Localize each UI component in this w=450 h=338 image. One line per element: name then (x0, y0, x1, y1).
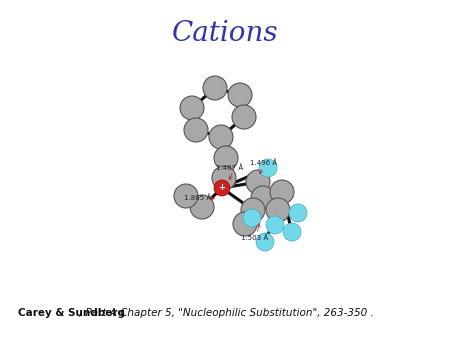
Circle shape (232, 105, 256, 129)
Circle shape (246, 170, 270, 194)
Text: 1.503 Å: 1.503 Å (241, 235, 269, 241)
Text: 1.865 Å: 1.865 Å (184, 195, 212, 201)
Text: 1.496 Å: 1.496 Å (250, 160, 278, 166)
Circle shape (233, 212, 257, 236)
Circle shape (174, 184, 198, 208)
Circle shape (256, 233, 274, 251)
Circle shape (259, 159, 277, 177)
Circle shape (203, 76, 227, 100)
Circle shape (241, 198, 265, 222)
Circle shape (283, 223, 301, 241)
Text: +: + (219, 184, 225, 193)
Text: Cations: Cations (172, 20, 278, 47)
Text: Carey & Sundberg: Carey & Sundberg (18, 308, 125, 318)
Circle shape (212, 166, 236, 190)
Circle shape (180, 96, 204, 120)
Circle shape (289, 204, 307, 222)
Circle shape (243, 209, 261, 227)
Circle shape (190, 195, 214, 219)
Text: 1.467 Å: 1.467 Å (216, 165, 243, 171)
Circle shape (214, 146, 238, 170)
Circle shape (251, 186, 275, 210)
Circle shape (209, 125, 233, 149)
Circle shape (270, 180, 294, 204)
Circle shape (266, 198, 290, 222)
Circle shape (266, 216, 284, 234)
Circle shape (184, 118, 208, 142)
Text: , Part A Chapter 5, "Nucleophilic Substitution", 263-350 .: , Part A Chapter 5, "Nucleophilic Substi… (79, 308, 374, 318)
Circle shape (214, 180, 230, 196)
Circle shape (228, 83, 252, 107)
